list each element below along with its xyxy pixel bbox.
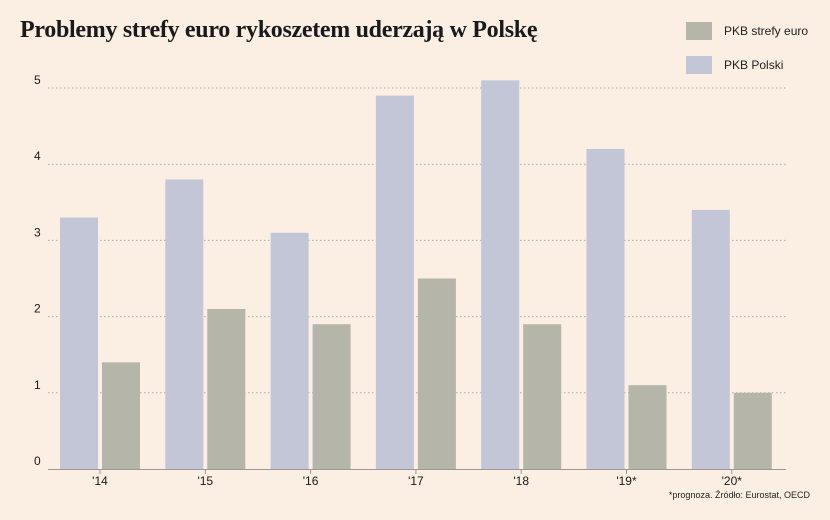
- bar-euro-1: [207, 308, 246, 469]
- y-tick-label-2: 2: [34, 302, 41, 316]
- legend: PKB strefy euro PKB Polski: [686, 21, 808, 89]
- chart-title: Problemy strefy euro rykoszetem uderzają…: [20, 17, 538, 43]
- x-tick-label-3: '17: [408, 474, 424, 488]
- bar-euro-3: [417, 278, 456, 469]
- bar-poland-2: [270, 232, 309, 469]
- bar-euro-5: [628, 385, 667, 469]
- legend-swatch-poland: [686, 56, 712, 74]
- bar-poland-1: [165, 179, 204, 469]
- x-tick-label-5: '19*: [616, 474, 637, 488]
- bar-euro-6: [733, 392, 772, 469]
- bar-euro-0: [102, 362, 140, 469]
- y-tick-label-5: 5: [34, 73, 41, 87]
- bar-poland-4: [481, 80, 520, 469]
- bar-poland-6: [691, 209, 730, 470]
- x-tick-label-1: '15: [197, 474, 213, 488]
- footnote: *prognoza. Źródło: Eurostat, OECD: [668, 490, 810, 500]
- bar-euro-2: [312, 324, 351, 469]
- x-tick-label-2: '16: [303, 474, 319, 488]
- x-tick-label-0: '14: [92, 474, 108, 488]
- bar-poland-0: [60, 217, 98, 469]
- bar-poland-3: [375, 95, 414, 470]
- legend-label-euro: PKB strefy euro: [724, 24, 809, 38]
- legend-item-euro: PKB strefy euro: [686, 21, 808, 41]
- y-tick-label-4: 4: [34, 149, 41, 163]
- legend-label-poland: PKB Polski: [724, 58, 784, 72]
- x-tick-label-4: '18: [513, 474, 529, 488]
- y-tick-label-3: 3: [34, 225, 41, 239]
- bar-poland-5: [586, 148, 625, 469]
- y-tick-label-1: 1: [34, 378, 41, 392]
- x-tick-label-6: '20*: [722, 474, 743, 488]
- legend-item-poland: PKB Polski: [686, 55, 808, 75]
- bar-euro-4: [523, 324, 562, 469]
- legend-swatch-euro: [686, 22, 712, 40]
- y-tick-label-0: 0: [34, 454, 41, 468]
